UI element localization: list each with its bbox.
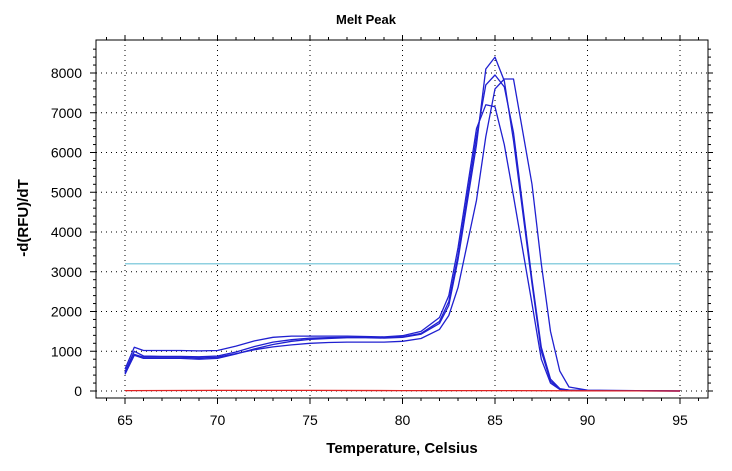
series-group [124,56,681,392]
x-tick-label: 75 [302,412,318,428]
x-tick-label: 65 [117,412,133,428]
series-line-1 [124,74,681,392]
y-tick-label: 8000 [51,65,82,81]
y-tick-label: 6000 [51,145,82,161]
y-tick-label: 5000 [51,184,82,200]
grid-lines [96,40,708,398]
axes: 65 70 75 80 85 90 95 0 1000 2000 3000 4000 5000 6000 7… [51,35,713,428]
series-line-5 [124,389,681,392]
x-tick-label: 80 [395,412,411,428]
x-tick-label: 95 [672,412,688,428]
y-tick-label: 2000 [51,304,82,320]
y-tick-label: 4000 [51,224,82,240]
series-line-2 [124,56,681,392]
plot-frame [95,39,709,399]
y-tick-label: 7000 [51,105,82,121]
x-tick-label: 70 [210,412,226,428]
x-tick-label: 85 [487,412,503,428]
y-tick-label: 0 [74,383,82,399]
x-tick-label: 90 [580,412,596,428]
series-line-4 [124,78,681,392]
chart-title: Melt Peak [336,12,397,27]
series-line-3 [124,104,681,392]
y-axis-label: -d(RFU)/dT [15,179,32,256]
x-axis-label: Temperature, Celsius [326,440,477,457]
y-tick-label: 3000 [51,264,82,280]
y-tick-label: 1000 [51,343,82,359]
